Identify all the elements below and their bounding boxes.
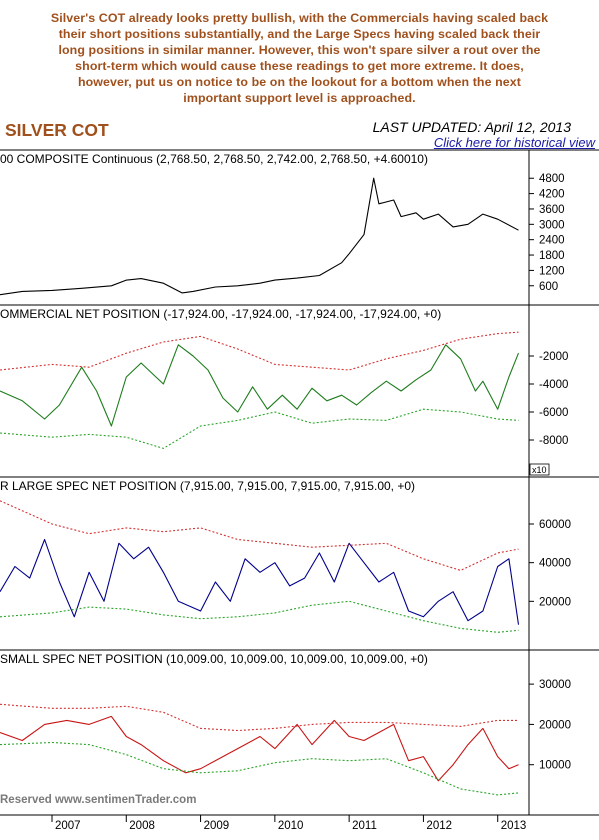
caption-line: their short positions substantially, and… bbox=[58, 27, 541, 41]
lower-band-line bbox=[0, 741, 519, 796]
panel-title: SMALL SPEC NET POSITION (10,009.00, 10,0… bbox=[0, 652, 428, 666]
y-tick-label: -4000 bbox=[539, 379, 568, 391]
lower-band-line bbox=[0, 600, 519, 633]
y-tick-label: 4800 bbox=[539, 173, 565, 185]
last-updated: LAST UPDATED: April 12, 2013 bbox=[372, 119, 571, 135]
caption-line: long positions in similar manner. Howeve… bbox=[58, 43, 541, 57]
y-tick-label: 10000 bbox=[539, 760, 571, 772]
axis-note: x10 bbox=[532, 465, 547, 475]
x-tick-label: 2012 bbox=[426, 820, 452, 832]
upper-band-line bbox=[0, 703, 519, 732]
page-title: SILVER COT bbox=[5, 120, 109, 140]
y-tick-label: 30000 bbox=[539, 679, 571, 691]
y-tick-label: 20000 bbox=[539, 596, 571, 608]
series-line bbox=[0, 177, 519, 296]
y-tick-label: 40000 bbox=[539, 558, 571, 570]
copyright-text: Reserved www.sentimenTrader.com bbox=[0, 794, 196, 806]
axis-note-box bbox=[529, 463, 550, 476]
y-tick-label: 3000 bbox=[539, 219, 565, 231]
series-line bbox=[0, 538, 520, 625]
y-tick-label: 20000 bbox=[539, 719, 571, 731]
y-tick-label: 1200 bbox=[539, 265, 565, 277]
panel-title: R LARGE SPEC NET POSITION (7,915.00, 7,9… bbox=[0, 479, 415, 493]
y-tick-label: 4200 bbox=[539, 189, 565, 201]
y-tick-label: 600 bbox=[539, 281, 558, 293]
panel-title: OMMERCIAL NET POSITION (-17,924.00, -17,… bbox=[0, 307, 441, 321]
upper-band-line bbox=[0, 500, 519, 571]
y-tick-label: -2000 bbox=[539, 351, 568, 363]
panel-title: 00 COMPOSITE Continuous (2,768.50, 2,768… bbox=[0, 152, 428, 166]
y-tick-label: -8000 bbox=[539, 435, 568, 447]
x-tick-label: 2007 bbox=[55, 820, 81, 832]
x-tick-label: 2008 bbox=[129, 820, 155, 832]
y-tick-label: -6000 bbox=[539, 407, 568, 419]
y-tick-label: 2400 bbox=[539, 235, 565, 247]
caption-line: short-term which would cause these readi… bbox=[75, 59, 524, 73]
y-tick-label: 60000 bbox=[539, 519, 571, 531]
caption-line: important support level is approached. bbox=[183, 91, 416, 105]
caption-line: however, put us on notice to be on the l… bbox=[77, 75, 522, 89]
x-tick-label: 2009 bbox=[204, 820, 230, 832]
upper-band-line bbox=[0, 331, 519, 371]
x-tick-label: 2011 bbox=[352, 820, 377, 832]
x-tick-label: 2013 bbox=[501, 820, 527, 832]
series-line bbox=[0, 344, 520, 427]
lower-band-line bbox=[0, 408, 519, 449]
x-tick-label: 2010 bbox=[278, 820, 304, 832]
series-line bbox=[0, 715, 519, 782]
y-tick-label: 3600 bbox=[539, 204, 565, 216]
caption-line: Silver's COT already looks pretty bullis… bbox=[50, 11, 549, 25]
historical-view-link[interactable]: Click here for historical view bbox=[433, 135, 595, 150]
caption: Silver's COT already looks pretty bullis… bbox=[0, 10, 599, 106]
y-tick-label: 1800 bbox=[539, 250, 565, 262]
